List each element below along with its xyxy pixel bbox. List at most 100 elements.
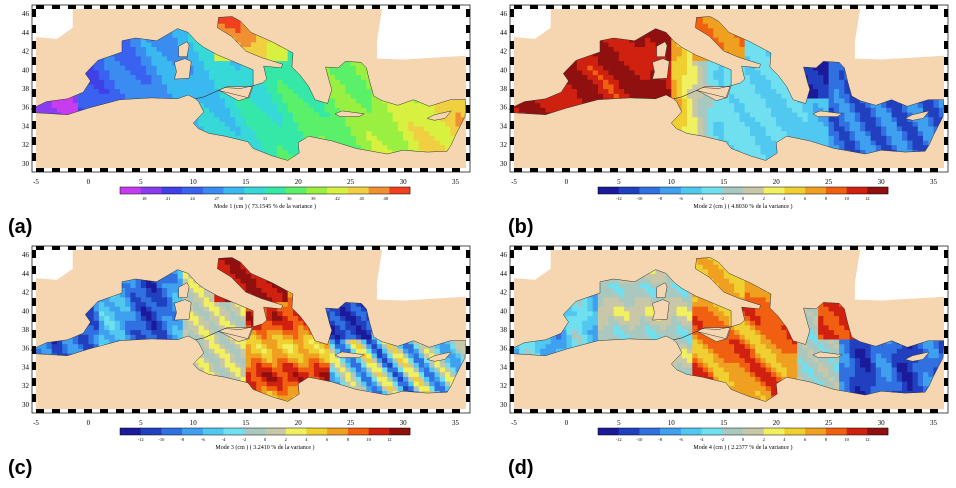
colorbar-swatch <box>286 428 307 435</box>
colorbar-swatch <box>743 428 764 435</box>
colorbar-swatch <box>764 428 785 435</box>
colorbar-swatch <box>681 428 702 435</box>
lat-tick-label: 30 <box>500 160 508 168</box>
colorbar-tick-label: 8 <box>347 437 350 442</box>
colorbar-swatch <box>161 187 182 194</box>
colorbar-swatch <box>681 187 702 194</box>
colorbar-tick-label: -2 <box>242 437 246 442</box>
lon-tick-label: 30 <box>878 419 886 427</box>
colorbar-swatch <box>722 428 743 435</box>
lon-tick-label: 5 <box>617 178 621 186</box>
lat-tick-label: 34 <box>22 122 30 130</box>
colorbar-swatch <box>224 187 245 194</box>
colorbar-tick-label: 8 <box>825 196 828 201</box>
colorbar-swatch <box>784 428 805 435</box>
colorbar-swatch <box>826 428 847 435</box>
colorbar-tick-label: -6 <box>201 437 205 442</box>
colorbar-tick-label: -12 <box>138 437 144 442</box>
colorbar-tick-label: 36 <box>287 196 292 201</box>
lon-tick-label: 0 <box>87 178 91 186</box>
colorbar-swatch <box>639 428 660 435</box>
lon-tick-label: 25 <box>825 178 833 186</box>
lat-tick-label: 46 <box>22 251 30 259</box>
colorbar-tick-label: 0 <box>742 196 745 201</box>
lon-tick-label: 0 <box>565 178 569 186</box>
colorbar-swatch <box>639 187 660 194</box>
colorbar-swatch <box>286 187 307 194</box>
lat-tick-label: 46 <box>500 10 508 18</box>
lat-tick-label: 44 <box>500 270 508 278</box>
lon-tick-label: 15 <box>720 178 728 186</box>
colorbar-swatch <box>327 428 348 435</box>
lon-tick-label: 0 <box>565 419 569 427</box>
lat-tick-label: 44 <box>22 270 30 278</box>
colorbar-swatch <box>369 187 390 194</box>
lon-tick-label: 25 <box>347 178 355 186</box>
colorbar-swatch <box>203 187 224 194</box>
colorbar-tick-label: 4 <box>783 196 786 201</box>
colorbar-swatch <box>660 428 681 435</box>
lon-tick-label: 5 <box>139 419 143 427</box>
colorbar-swatch <box>348 187 369 194</box>
lon-tick-label: 25 <box>825 419 833 427</box>
colorbar-tick-label: -6 <box>679 437 683 442</box>
colorbar-tick-label: 0 <box>742 437 745 442</box>
lat-tick-label: 32 <box>500 141 508 149</box>
colorbar-tick-label: -4 <box>700 196 704 201</box>
colorbar-tick-label: 6 <box>804 437 807 442</box>
colorbar-tick-label: -12 <box>616 437 622 442</box>
lon-tick-label: 20 <box>773 419 781 427</box>
colorbar-swatch <box>120 187 141 194</box>
lat-tick-label: 38 <box>500 85 508 93</box>
colorbar-swatch <box>826 187 847 194</box>
lon-tick-label: 20 <box>295 178 303 186</box>
colorbar-tick-label: 4 <box>305 437 308 442</box>
lat-tick-label: 42 <box>500 289 508 297</box>
lat-tick-label: 40 <box>22 66 30 74</box>
lon-tick-label: -5 <box>33 419 39 427</box>
colorbar-swatch <box>327 187 348 194</box>
lat-tick-label: 40 <box>500 307 508 315</box>
colorbar-swatch <box>598 428 619 435</box>
colorbar-swatch <box>805 428 826 435</box>
lat-tick-label: 42 <box>500 48 508 56</box>
colorbar-tick-label: -10 <box>158 437 165 442</box>
colorbar-tick-label: 48 <box>384 196 389 201</box>
black-sea <box>377 9 466 60</box>
black-sea <box>377 250 466 301</box>
colorbar-tick-label: 8 <box>825 437 828 442</box>
colorbar-tick-label: -12 <box>616 196 622 201</box>
colorbar-swatch <box>702 428 723 435</box>
panel-letter-d: (d) <box>508 457 534 480</box>
lon-tick-label: 15 <box>242 419 250 427</box>
colorbar-tick-label: 4 <box>783 437 786 442</box>
colorbar-tick-label: 6 <box>326 437 329 442</box>
lat-tick-label: 44 <box>500 29 508 37</box>
colorbar-swatch <box>619 187 640 194</box>
colorbar-swatch <box>847 428 868 435</box>
lon-tick-label: 0 <box>87 419 91 427</box>
colorbar-swatch <box>224 428 245 435</box>
lon-tick-label: 35 <box>930 178 938 186</box>
lon-tick-label: 15 <box>720 419 728 427</box>
colorbar-tick-label: 12 <box>865 196 870 201</box>
lat-tick-label: 30 <box>22 160 30 168</box>
colorbar-tick-label: 33 <box>263 196 268 201</box>
colorbar-swatch <box>784 187 805 194</box>
colorbar-swatch <box>805 187 826 194</box>
lon-tick-label: 30 <box>400 178 408 186</box>
panel-letter-c: (c) <box>8 457 32 480</box>
colorbar-tick-label: 10 <box>844 437 849 442</box>
colorbar-tick-label: 12 <box>387 437 392 442</box>
lon-tick-label: 30 <box>878 178 886 186</box>
lon-tick-label: 10 <box>668 178 676 186</box>
lon-tick-label: 10 <box>190 419 198 427</box>
colorbar-swatch <box>306 187 327 194</box>
lat-tick-label: 38 <box>500 326 508 334</box>
colorbar-tick-label: 45 <box>359 196 364 201</box>
colorbar-tick-label: -2 <box>720 437 724 442</box>
lon-tick-label: -5 <box>511 419 517 427</box>
colorbar-tick-label: -8 <box>658 437 662 442</box>
